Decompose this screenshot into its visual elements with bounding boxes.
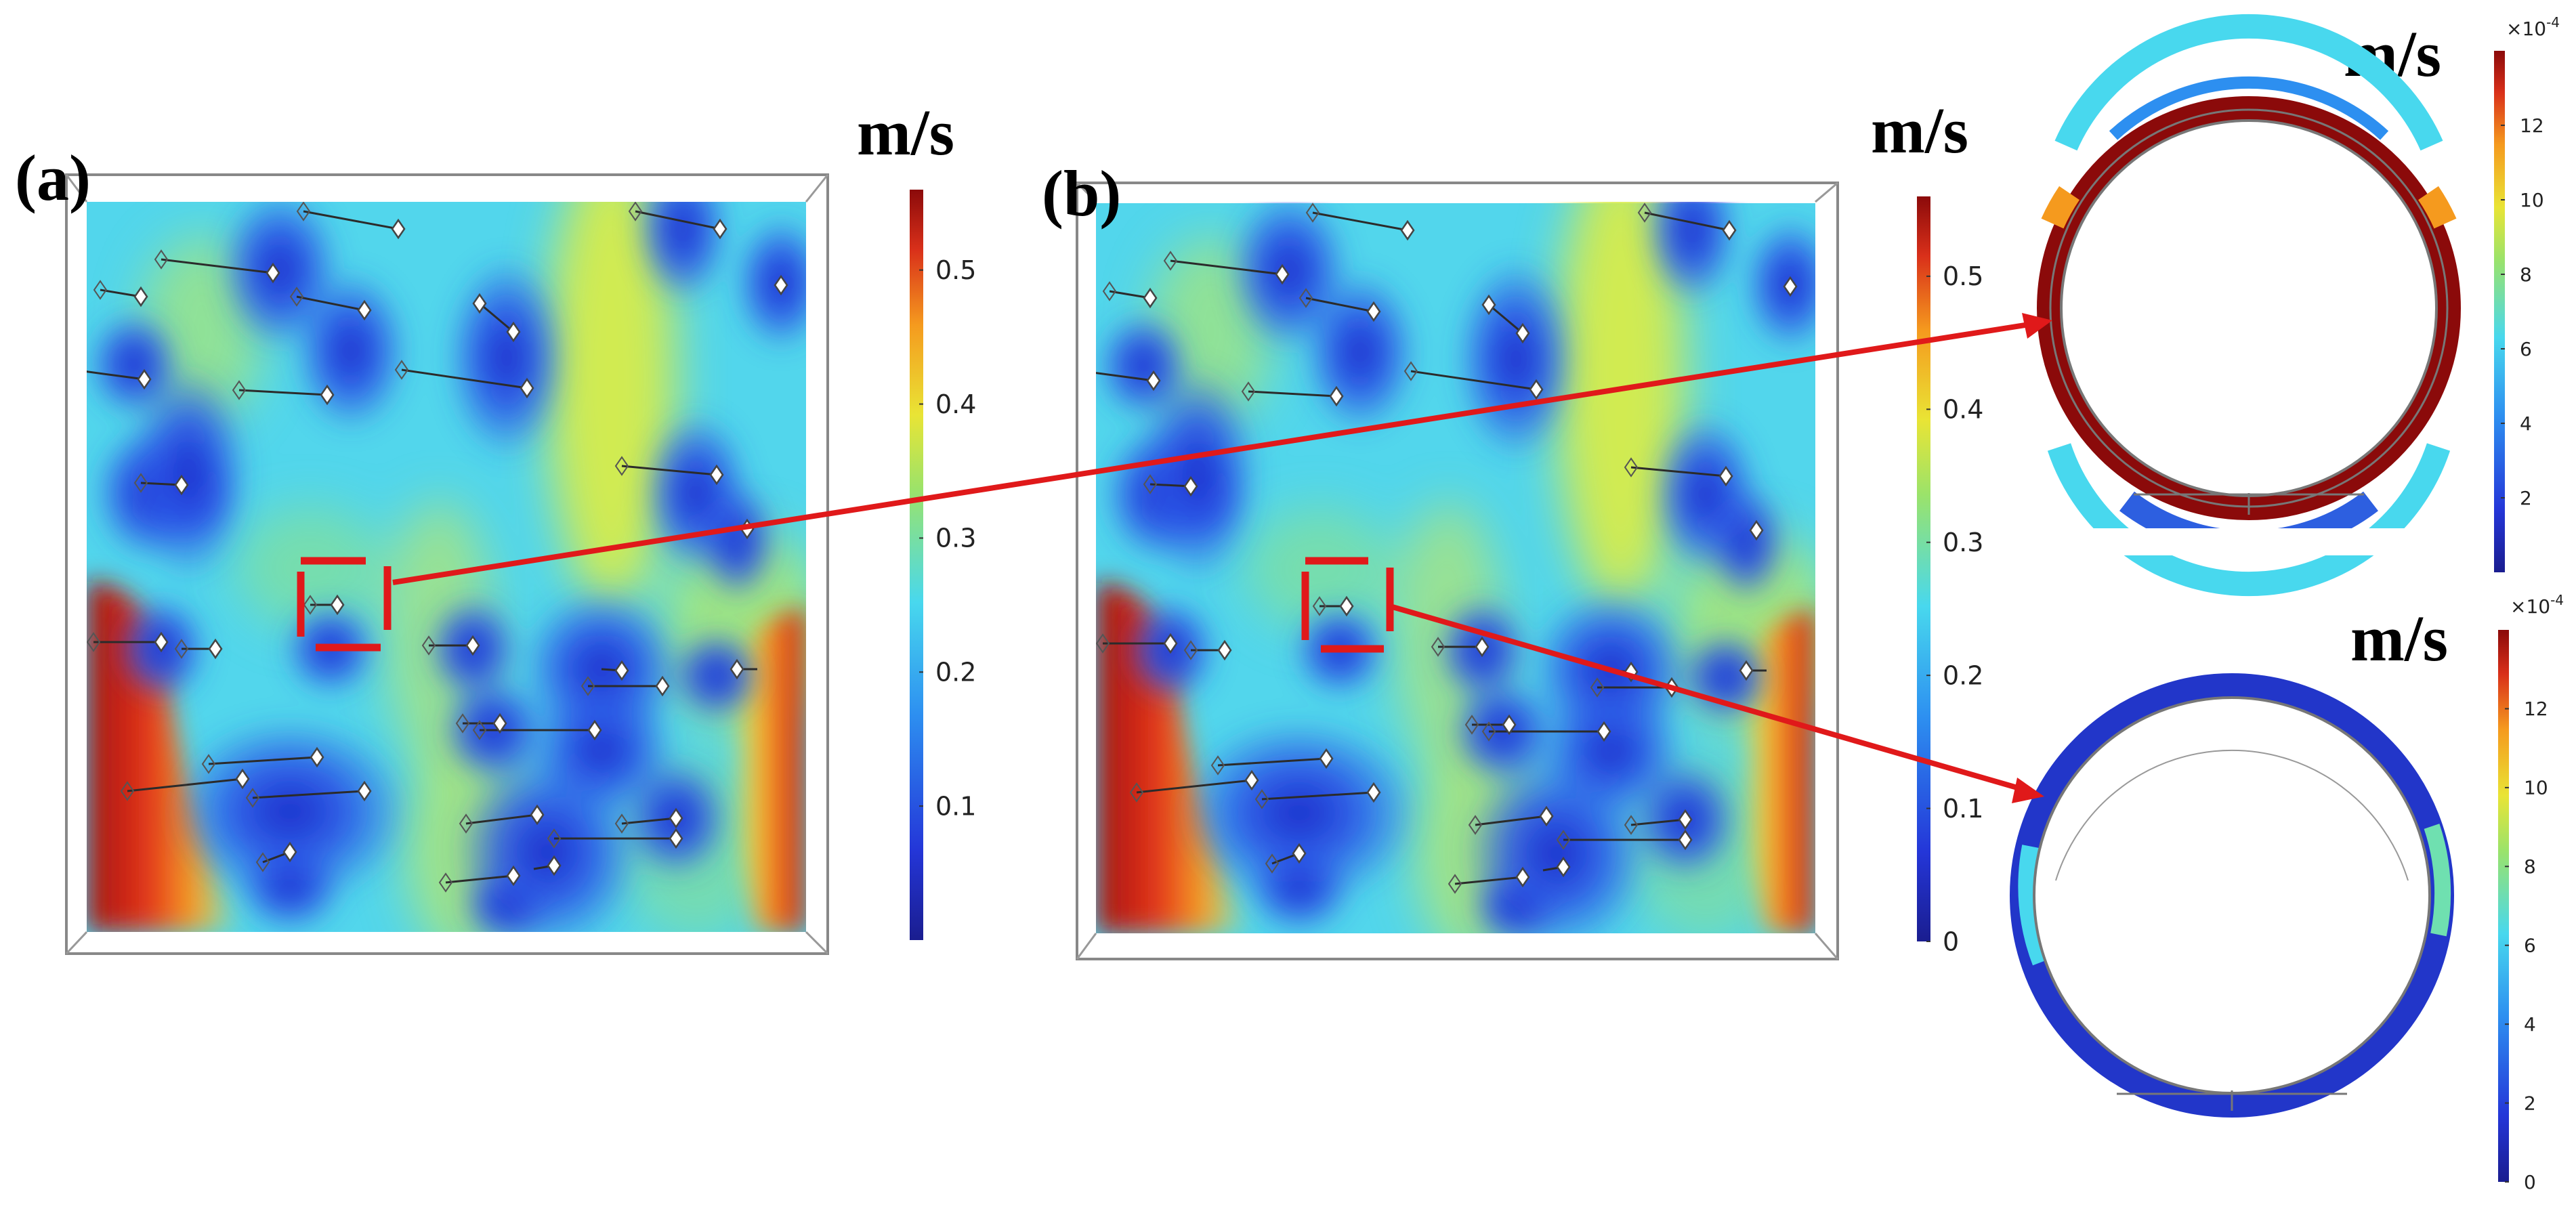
colorbar-ticks-b: 0.5 0.4 0.3 0.2 0.1 0 bbox=[1926, 261, 1983, 956]
colorbar-ticks-a: 0.5 0.4 0.3 0.2 0.1 bbox=[919, 255, 976, 821]
colorbar-tick-label: 6 bbox=[2520, 338, 2532, 360]
colorbar-a bbox=[910, 190, 923, 940]
colorbar-tick-label: 12 bbox=[2524, 698, 2548, 720]
unit-label-b: m/s bbox=[1871, 94, 1968, 167]
colorbar-ticks-inset-top: 12 10 8 6 4 2 bbox=[2501, 114, 2544, 509]
colorbar-inset-bottom bbox=[2498, 630, 2509, 1182]
colorbar-tick-label: 6 bbox=[2524, 935, 2536, 957]
colorbar-tick-label: 0 bbox=[1943, 927, 1959, 956]
colorbar-tick-label: 0.1 bbox=[935, 791, 976, 821]
colorbar-tick-label: 10 bbox=[2524, 777, 2548, 799]
colorbar-tick-label: 2 bbox=[2524, 1092, 2536, 1114]
arrow-to-inset-bottom bbox=[1389, 603, 2023, 792]
arrow-to-inset-top bbox=[392, 322, 2026, 585]
panel-label-b: (b) bbox=[1042, 157, 1121, 230]
colorbar-b bbox=[1917, 196, 1930, 941]
colorbar-tick-label: 0.2 bbox=[935, 658, 976, 687]
colorbar-tick-label: 12 bbox=[2520, 114, 2544, 137]
colorbar-tick-label: 0.3 bbox=[1943, 528, 1983, 557]
colorbar-inset-top bbox=[2494, 51, 2505, 572]
unit-label-inset-bottom: m/s bbox=[2350, 602, 2448, 675]
colorbar-tick-label: 0.4 bbox=[1943, 395, 1983, 425]
colorbar-tick-label: 0.1 bbox=[1943, 794, 1983, 824]
panel-b: (b) m/s 0.5 0.4 0.3 0.2 0.1 0 bbox=[1042, 94, 1983, 962]
panel-label-a: (a) bbox=[15, 142, 91, 214]
inset-bottom: m/s ×10-4 12 10 8 6 4 2 0 bbox=[2010, 592, 2564, 1193]
colorbar-tick-label: 10 bbox=[2520, 189, 2544, 211]
highlight-box-a bbox=[297, 557, 392, 652]
colorbar-tick-label: 0.2 bbox=[1943, 660, 1983, 690]
velocity-field-a bbox=[83, 148, 828, 960]
colorbar-tick-label: 0.3 bbox=[935, 524, 976, 553]
colorbar-ticks-inset-bottom: 12 10 8 6 4 2 0 bbox=[2505, 698, 2548, 1193]
colorbar-tick-label: 4 bbox=[2520, 412, 2532, 435]
multiplier-inset-bottom: ×10-4 bbox=[2510, 592, 2564, 618]
unit-label-a: m/s bbox=[857, 96, 954, 169]
highlight-box-b bbox=[1301, 557, 1394, 653]
colorbar-tick-label: 8 bbox=[2520, 263, 2532, 286]
multiplier-inset-top: ×10-4 bbox=[2506, 14, 2560, 40]
colorbar-tick-label: 2 bbox=[2520, 487, 2532, 509]
arrows bbox=[392, 313, 2052, 803]
colorbar-tick-label: 0.4 bbox=[935, 389, 976, 419]
colorbar-tick-label: 0.5 bbox=[935, 255, 976, 285]
colorbar-tick-label: 0.5 bbox=[1943, 261, 1983, 291]
colorbar-tick-label: 4 bbox=[2524, 1013, 2536, 1036]
colorbar-tick-label: 0 bbox=[2524, 1171, 2536, 1193]
panel-a: (a) m/s 0.5 0.4 0.3 0.2 0.1 bbox=[15, 96, 976, 960]
colorbar-tick-label: 8 bbox=[2524, 855, 2536, 878]
velocity-field-b bbox=[1093, 149, 1838, 962]
